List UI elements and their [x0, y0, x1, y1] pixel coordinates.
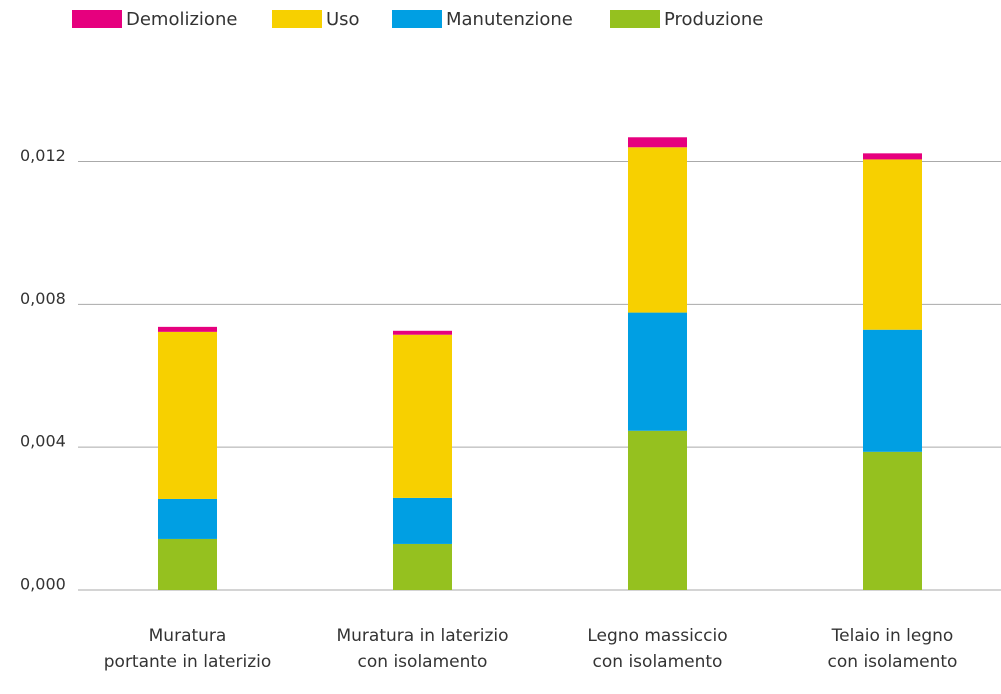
x-tick-label: Telaio in legno — [831, 626, 954, 646]
legend-label: Uso — [326, 9, 360, 30]
bar-segment — [628, 137, 687, 148]
bar-segment — [628, 430, 687, 590]
x-tick-label: con isolamento — [828, 652, 958, 672]
x-tick-label: con isolamento — [358, 652, 488, 672]
y-tick-label: 0,008 — [20, 289, 66, 308]
bar-segment — [393, 334, 452, 498]
x-tick-label: con isolamento — [593, 652, 723, 672]
bar-segment — [393, 497, 452, 544]
bar-segment — [628, 147, 687, 313]
legend-label: Manutenzione — [446, 9, 573, 30]
y-tick-label: 0,000 — [20, 575, 66, 594]
bar-segment — [863, 159, 922, 330]
legend-swatch — [610, 10, 660, 28]
bar-segment — [158, 538, 217, 590]
bar-segment — [863, 329, 922, 452]
legend-swatch — [72, 10, 122, 28]
bar-segment — [863, 451, 922, 590]
y-tick-label: 0,012 — [20, 146, 66, 165]
legend-swatch — [272, 10, 322, 28]
x-tick-label: Legno massiccio — [587, 626, 727, 646]
x-tick-label: Muratura — [149, 626, 227, 646]
x-tick-label: portante in laterizio — [104, 652, 272, 672]
bar-segment — [158, 326, 217, 332]
legend-swatch — [392, 10, 442, 28]
legend-label: Demolizione — [126, 9, 237, 30]
x-tick-label: Muratura in laterizio — [336, 626, 508, 646]
bar-segment — [393, 543, 452, 590]
bar-segment — [158, 498, 217, 539]
bar-segment — [158, 331, 217, 499]
bar-segment — [628, 312, 687, 431]
y-tick-label: 0,004 — [20, 432, 66, 451]
bar-segment — [863, 153, 922, 160]
bar-segment — [393, 330, 452, 335]
legend-label: Produzione — [664, 9, 763, 30]
